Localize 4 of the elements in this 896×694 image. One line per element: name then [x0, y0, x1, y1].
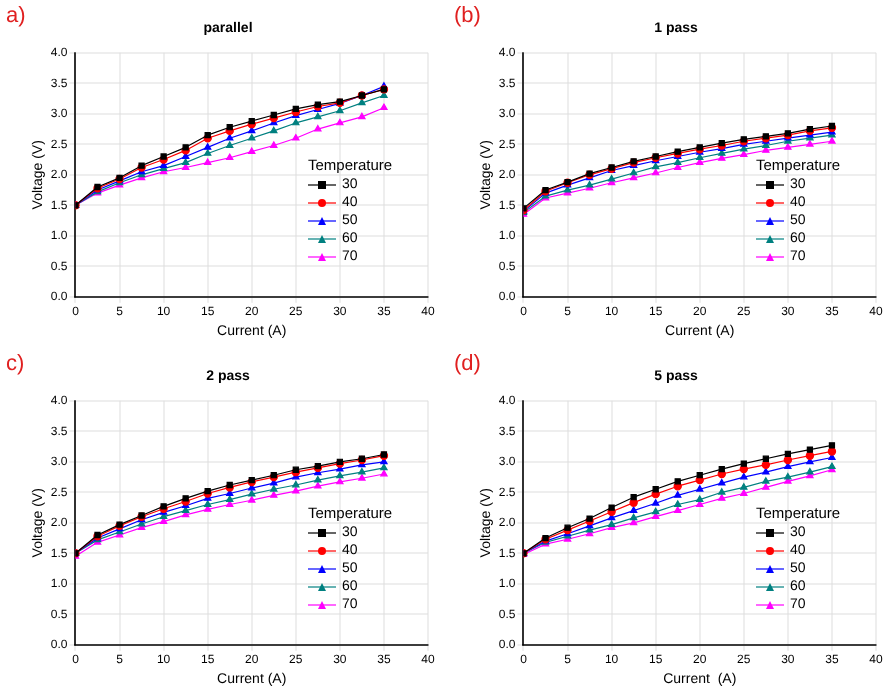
- text: (b): [454, 4, 481, 28]
- text: a): [6, 4, 26, 28]
- text: (d): [454, 352, 481, 376]
- text: c): [6, 352, 25, 376]
